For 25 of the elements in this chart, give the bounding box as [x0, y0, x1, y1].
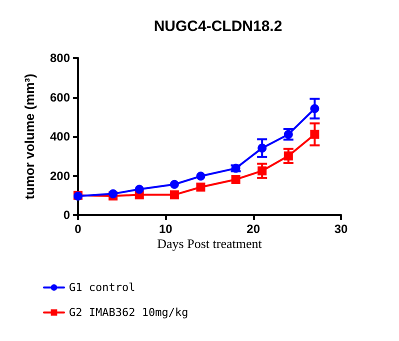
point	[258, 144, 267, 153]
y-axis-title: tumor volume (mm³)	[22, 74, 37, 200]
point	[196, 172, 206, 181]
point	[310, 104, 320, 114]
point	[284, 151, 293, 160]
y-tick-label: 0	[63, 208, 70, 222]
point	[170, 180, 179, 189]
y-tick-label: 800	[50, 51, 70, 65]
point	[134, 184, 144, 194]
x-tick-label: 20	[246, 222, 260, 236]
y-tick-label: 600	[50, 90, 70, 104]
point	[231, 174, 240, 184]
point	[170, 190, 179, 200]
x-tick-label: 10	[158, 222, 173, 236]
point	[258, 166, 267, 176]
point	[196, 182, 206, 192]
point	[310, 130, 320, 139]
y-tick-label: 200	[50, 168, 70, 183]
legend-label: G2 IMAB362 10mg/kg	[69, 306, 188, 319]
legend-label: G1 control	[69, 281, 136, 294]
x-axis-title: Days Post treatment	[157, 236, 262, 251]
chart-title: NUGC4-CLDN18.2	[154, 18, 282, 35]
x-tick-label: 0	[74, 222, 82, 236]
x-tick-label: 30	[334, 222, 348, 236]
y-tick-label: 400	[50, 130, 70, 144]
